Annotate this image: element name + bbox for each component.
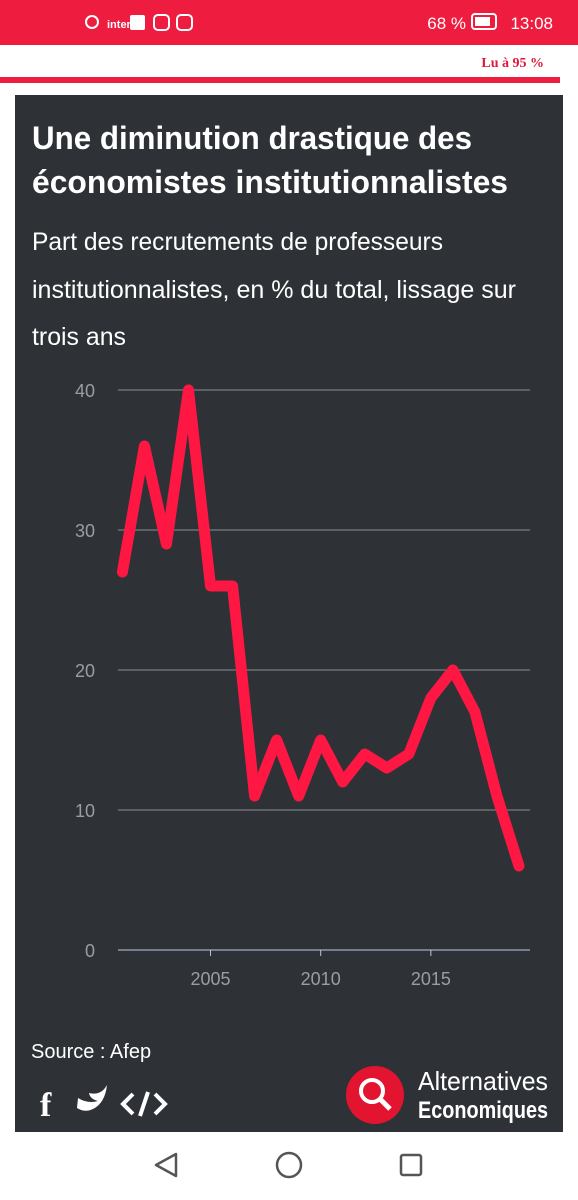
carrier: inter [107, 19, 132, 31]
progress-bar [0, 77, 560, 83]
chart-title: Une diminution drastique des [32, 120, 472, 156]
chart-subtitle: institutionnalistes, en % du total, liss… [32, 276, 516, 304]
chart-subtitle: trois ans [32, 323, 126, 351]
nav-bar [0, 1132, 578, 1200]
eye-icon [85, 15, 99, 29]
brand-logo [346, 1066, 404, 1124]
embed-icon[interactable] [120, 1091, 168, 1117]
brand-name: Economiques [418, 1097, 548, 1124]
battery-percent: 68 % [427, 14, 466, 33]
y-tick-label: 40 [75, 381, 95, 401]
battery-level [475, 17, 490, 26]
y-tick-label: 0 [85, 941, 95, 961]
x-tick-label: 2005 [191, 969, 231, 989]
linkedin-icon [130, 15, 145, 30]
recents-button[interactable] [399, 1153, 423, 1177]
brand-name: Alternatives [418, 1066, 548, 1096]
chart-title: économistes institutionnalistes [32, 164, 508, 200]
facebook-icon[interactable]: f [40, 1087, 52, 1124]
source: Source : Afep [31, 1041, 151, 1063]
battery-icon [471, 13, 497, 30]
y-tick-label: 10 [75, 801, 95, 821]
y-tick-label: 20 [75, 661, 95, 681]
brand-logo-mark [378, 1097, 392, 1111]
twitter-icon[interactable] [77, 1085, 107, 1111]
reading-progress: Lu à 95 % [481, 56, 544, 71]
brand-logo-mark [359, 1078, 385, 1104]
back-button[interactable] [154, 1152, 178, 1178]
home-button[interactable] [275, 1151, 303, 1179]
chart-card [15, 95, 563, 1132]
y-tick-label: 30 [75, 521, 95, 541]
clock: 13:08 [510, 14, 553, 33]
data-line [116, 384, 525, 872]
x-tick-label: 2015 [411, 969, 451, 989]
instagram-icon [153, 14, 170, 31]
chart-subtitle: Part des recrutements de professeurs [32, 228, 443, 256]
plot: 0 10 20 30 40 2005 2010 2015 [75, 381, 530, 989]
x-tick-label: 2010 [301, 969, 341, 989]
instagram-icon [176, 14, 193, 31]
